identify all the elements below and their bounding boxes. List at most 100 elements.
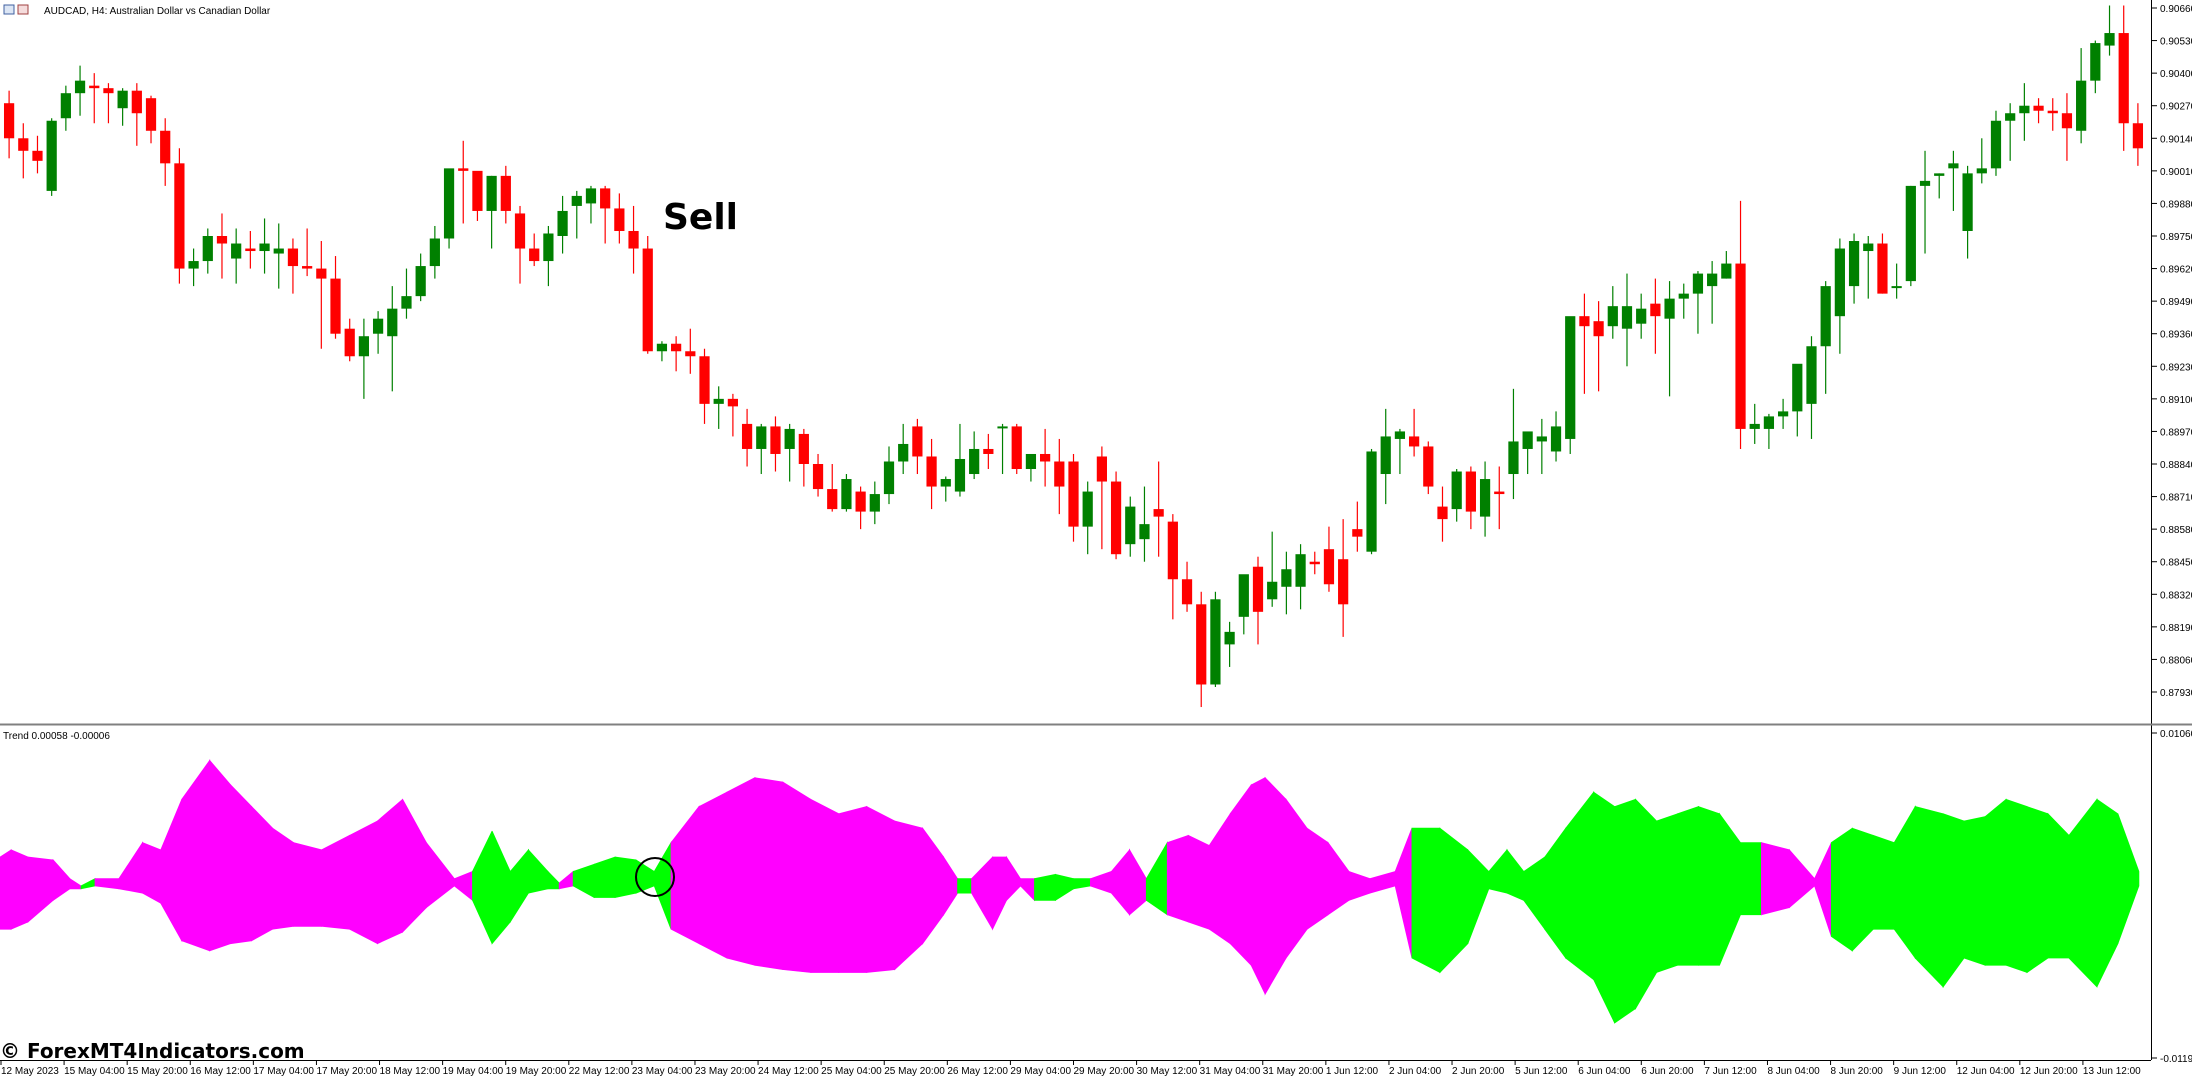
candle-bull (231, 243, 242, 259)
candle-bear (699, 356, 710, 404)
candle-bull (46, 120, 57, 191)
candle-bull (2090, 43, 2101, 81)
sell-label: Sell (663, 197, 738, 238)
candle-bear (770, 426, 781, 454)
candle-bull (1749, 423, 1760, 429)
trend-down-segment (0, 849, 12, 930)
candle-bull (1905, 185, 1916, 282)
candle-bear (174, 163, 185, 269)
trend-up-segment (1635, 798, 1657, 1011)
candle-bear (500, 175, 511, 211)
trend-up-segment (593, 856, 616, 898)
candle-bear (2132, 123, 2144, 149)
candle-bear (912, 426, 923, 457)
trend-histogram (0, 759, 2140, 1024)
time-tick-label: 26 May 12:00 (947, 1066, 1008, 1077)
trend-down-segment (251, 805, 274, 942)
time-tick-label: 12 May 2023 (1, 1066, 59, 1077)
candle-bear (642, 248, 653, 352)
candle-bull (358, 336, 370, 357)
time-tick-label: 29 May 04:00 (1010, 1066, 1071, 1077)
candle-bear (628, 230, 639, 249)
candle-bear (302, 266, 313, 269)
candle-bull (1139, 524, 1150, 540)
time-axis-labels: 12 May 2023 15 May 04:00 15 May 20:00 16 Ma… (0, 1060, 2141, 1077)
candle-bear (103, 88, 114, 94)
chart-menu-icon[interactable] (3, 4, 15, 15)
trend-up-segment (1851, 827, 1874, 952)
trend-down-segment (321, 834, 350, 930)
candle-bear (741, 423, 753, 449)
candle-bull (1820, 286, 1831, 347)
trend-down-segment (1250, 777, 1266, 995)
indicator-tick-label: 0.01060 (2160, 729, 2192, 740)
candle-bull (1934, 173, 1945, 176)
candle-bear (1352, 529, 1363, 537)
candle-bear (316, 268, 327, 279)
candle-bear (1465, 471, 1476, 512)
candle-bear (245, 248, 256, 252)
time-tick-label: 1 Jun 12:00 (1326, 1066, 1379, 1077)
trend-down-segment (726, 777, 756, 966)
time-tick-label: 31 May 20:00 (1263, 1066, 1324, 1077)
candle-bull (898, 443, 909, 462)
candle-bull (415, 266, 426, 297)
candle-bear (983, 448, 994, 454)
candle-bull (1295, 554, 1306, 587)
time-tick-label: 2 Jun 20:00 (1452, 1066, 1505, 1077)
trend-up-segment (1872, 834, 1895, 930)
trend-up-segment (1677, 806, 1699, 966)
chart-header: AUDCAD, H4: Australian Dollar vs Canadia… (3, 4, 271, 742)
candle-bear (1309, 561, 1320, 565)
candle-bear (727, 398, 738, 407)
candle-bear (458, 168, 469, 171)
candle-bear (330, 278, 341, 334)
candle-bull (1678, 293, 1689, 299)
candle-bull (1224, 631, 1235, 645)
trend-up-segment (1740, 842, 1762, 916)
symbol-icon[interactable] (17, 4, 29, 15)
time-tick-label: 31 May 04:00 (1200, 1066, 1261, 1077)
time-tick-label: 24 May 12:00 (758, 1066, 819, 1077)
time-tick-label: 15 May 04:00 (64, 1066, 125, 1077)
candle-bull (1707, 273, 1718, 287)
trend-down-segment (1306, 827, 1329, 930)
time-tick-label: 18 May 12:00 (380, 1066, 441, 1077)
candle-bull (259, 243, 270, 252)
trend-down-segment (377, 798, 404, 945)
candle-bull (784, 428, 795, 449)
candle-bear (1593, 321, 1604, 337)
trend-down-segment (782, 781, 812, 973)
trend-up-segment (1656, 813, 1678, 974)
candle-bear (2061, 113, 2073, 129)
candle-bull (2104, 33, 2115, 46)
candle-bull (401, 296, 412, 309)
time-tick-label: 29 May 20:00 (1074, 1066, 1135, 1077)
candle-bear (600, 188, 611, 209)
trend-down-segment (1264, 776, 1287, 996)
candle-bull (443, 168, 455, 239)
trend-down-segment (894, 820, 924, 971)
candle-bear (1153, 509, 1164, 517)
time-tick-label: 19 May 20:00 (506, 1066, 567, 1077)
candle-bull (1536, 436, 1547, 442)
candle-bear (1068, 461, 1079, 527)
candle-bull (1990, 120, 2002, 169)
trend-down-segment (1229, 783, 1252, 967)
candle-bull (1607, 306, 1618, 327)
candle-bear (32, 150, 43, 161)
trend-down-segment (230, 783, 253, 945)
candle-bear (1650, 303, 1661, 317)
candle-bear (287, 248, 299, 267)
candle-bull (74, 80, 86, 94)
candle-bull (60, 93, 71, 119)
candle-bear (1040, 453, 1051, 462)
